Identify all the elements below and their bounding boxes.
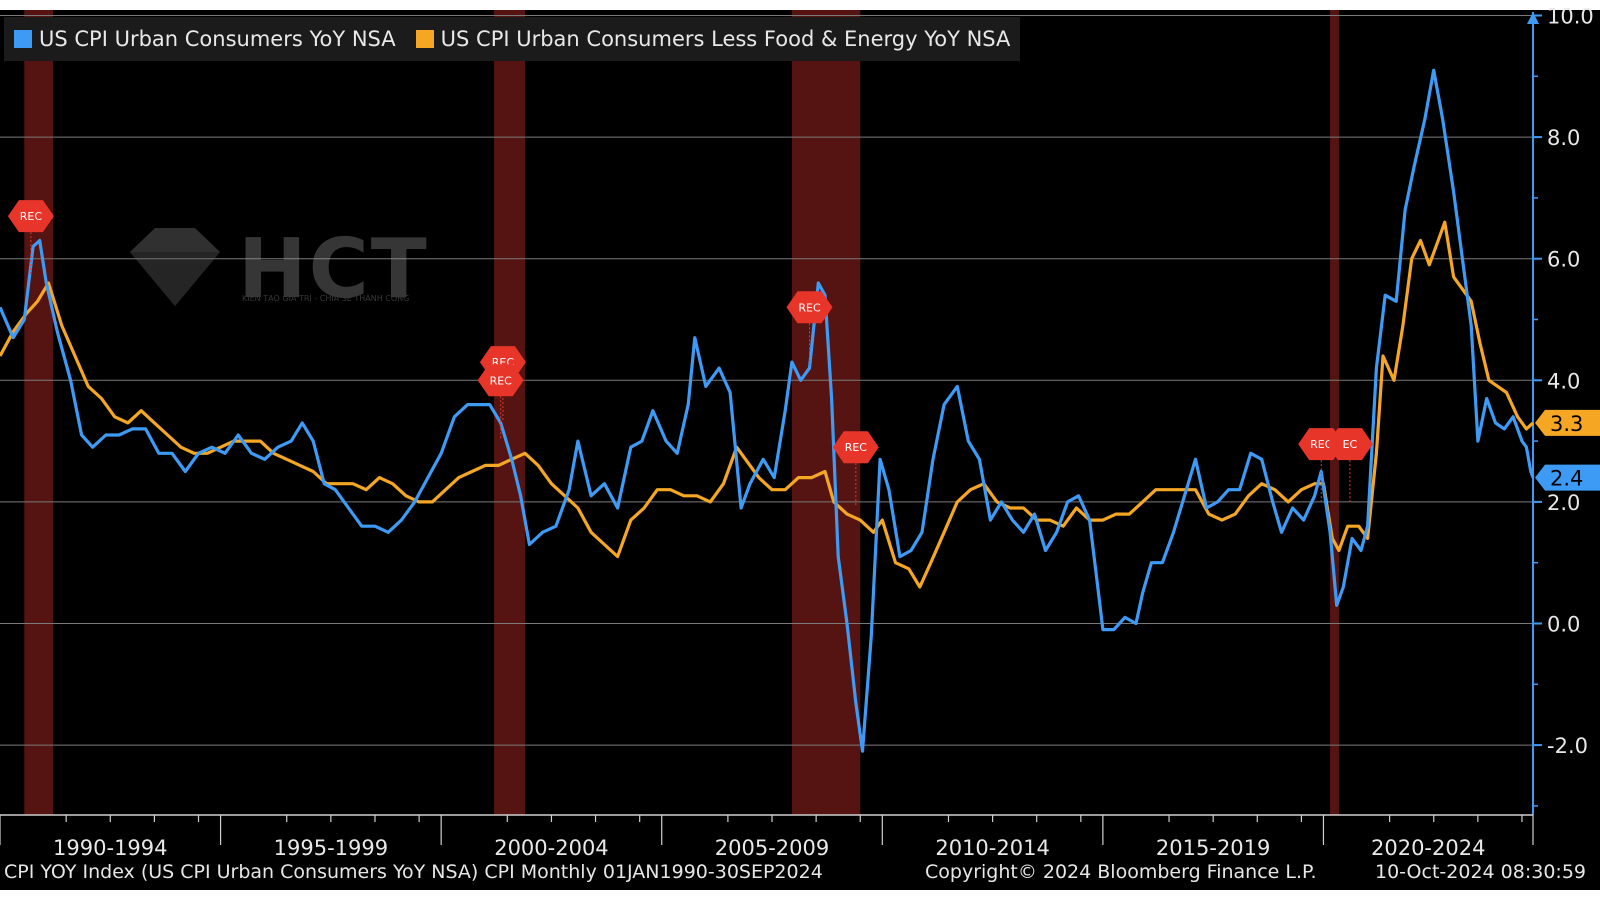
y-tick-label-1: 0.0 — [1547, 613, 1580, 637]
last-value-tag-1 — [1535, 409, 1600, 436]
last-value-tag-0 — [1535, 464, 1600, 491]
rec-badge-2 — [477, 364, 524, 397]
x-tick-label-1: 1995-1999 — [274, 836, 388, 860]
watermark-brand: HCT — [238, 222, 429, 317]
legend-swatch-core-cpi — [415, 30, 434, 48]
y-tick-label-5: 8.0 — [1547, 126, 1580, 150]
footer-copyright: Copyright© 2024 Bloomberg Finance L.P. — [925, 861, 1317, 883]
rec-badge-label-0: REC — [20, 210, 43, 223]
diamond-logo-icon — [130, 228, 220, 306]
legend-item-core-cpi: US CPI Urban Consumers Less Food & Energ… — [415, 27, 1011, 51]
rec-badge-label-4: REC — [845, 441, 868, 454]
x-tick-label-0: 1990-1994 — [53, 836, 167, 860]
x-tick-label-5: 2015-2019 — [1156, 836, 1270, 860]
y-tick-label-4: 6.0 — [1547, 248, 1580, 272]
recession-band-2 — [791, 10, 861, 815]
legend-item-cpi: US CPI Urban Consumers YoY NSA — [14, 27, 396, 51]
x-tick-label-4: 2010-2014 — [935, 836, 1049, 860]
rec-badge-4 — [832, 431, 879, 464]
recession-band-0 — [24, 10, 53, 815]
y-tick-label-3: 4.0 — [1547, 369, 1580, 393]
rec-badge-label-5: REC — [1310, 438, 1333, 451]
watermark-tagline: KIẾN TẠO GIÁ TRỊ - CHIA SẺ THÀNH CÔNG — [242, 294, 410, 303]
legend-swatch-cpi — [14, 30, 32, 48]
legend-label-cpi: US CPI Urban Consumers YoY NSA — [39, 27, 396, 51]
y-tick-label-0: -2.0 — [1547, 734, 1588, 758]
chart-legend: US CPI Urban Consumers YoY NSA US CPI Ur… — [4, 17, 1021, 61]
x-tick-label-3: 2005-2009 — [715, 836, 829, 860]
y-axis-arrow — [1527, 12, 1539, 24]
x-tick-label-2: 2000-2004 — [494, 836, 608, 860]
rec-badge-6 — [1326, 428, 1373, 461]
last-value-label-1: 3.3 — [1550, 412, 1583, 436]
rec-badge-0 — [7, 200, 54, 233]
rec-badge-label-2: REC — [490, 374, 513, 387]
y-tick-label-6: 10.0 — [1547, 5, 1594, 29]
chart-footer: CPI YOY Index (US CPI Urban Consumers Yo… — [0, 859, 1600, 889]
footer-index-description: CPI YOY Index (US CPI Urban Consumers Yo… — [4, 861, 823, 883]
series-line-0 — [0, 68, 1535, 753]
recession-band-1 — [494, 10, 525, 815]
legend-label-core-cpi: US CPI Urban Consumers Less Food & Energ… — [440, 27, 1011, 51]
y-tick-label-2: 2.0 — [1547, 491, 1580, 515]
x-tick-label-6: 2020-2024 — [1371, 836, 1485, 860]
rec-badge-3 — [786, 291, 833, 324]
recession-band-3 — [1330, 10, 1339, 815]
hct-watermark: HCT KIẾN TẠO GIÁ TRỊ - CHIA SẺ THÀNH CÔN… — [120, 222, 427, 317]
last-value-label-0: 2.4 — [1550, 467, 1583, 491]
footer-timestamp: 10-Oct-2024 08:30:59 — [1375, 861, 1586, 883]
rec-badge-label-3: REC — [798, 301, 821, 314]
rec-badge-label-6: EC — [1343, 438, 1358, 451]
